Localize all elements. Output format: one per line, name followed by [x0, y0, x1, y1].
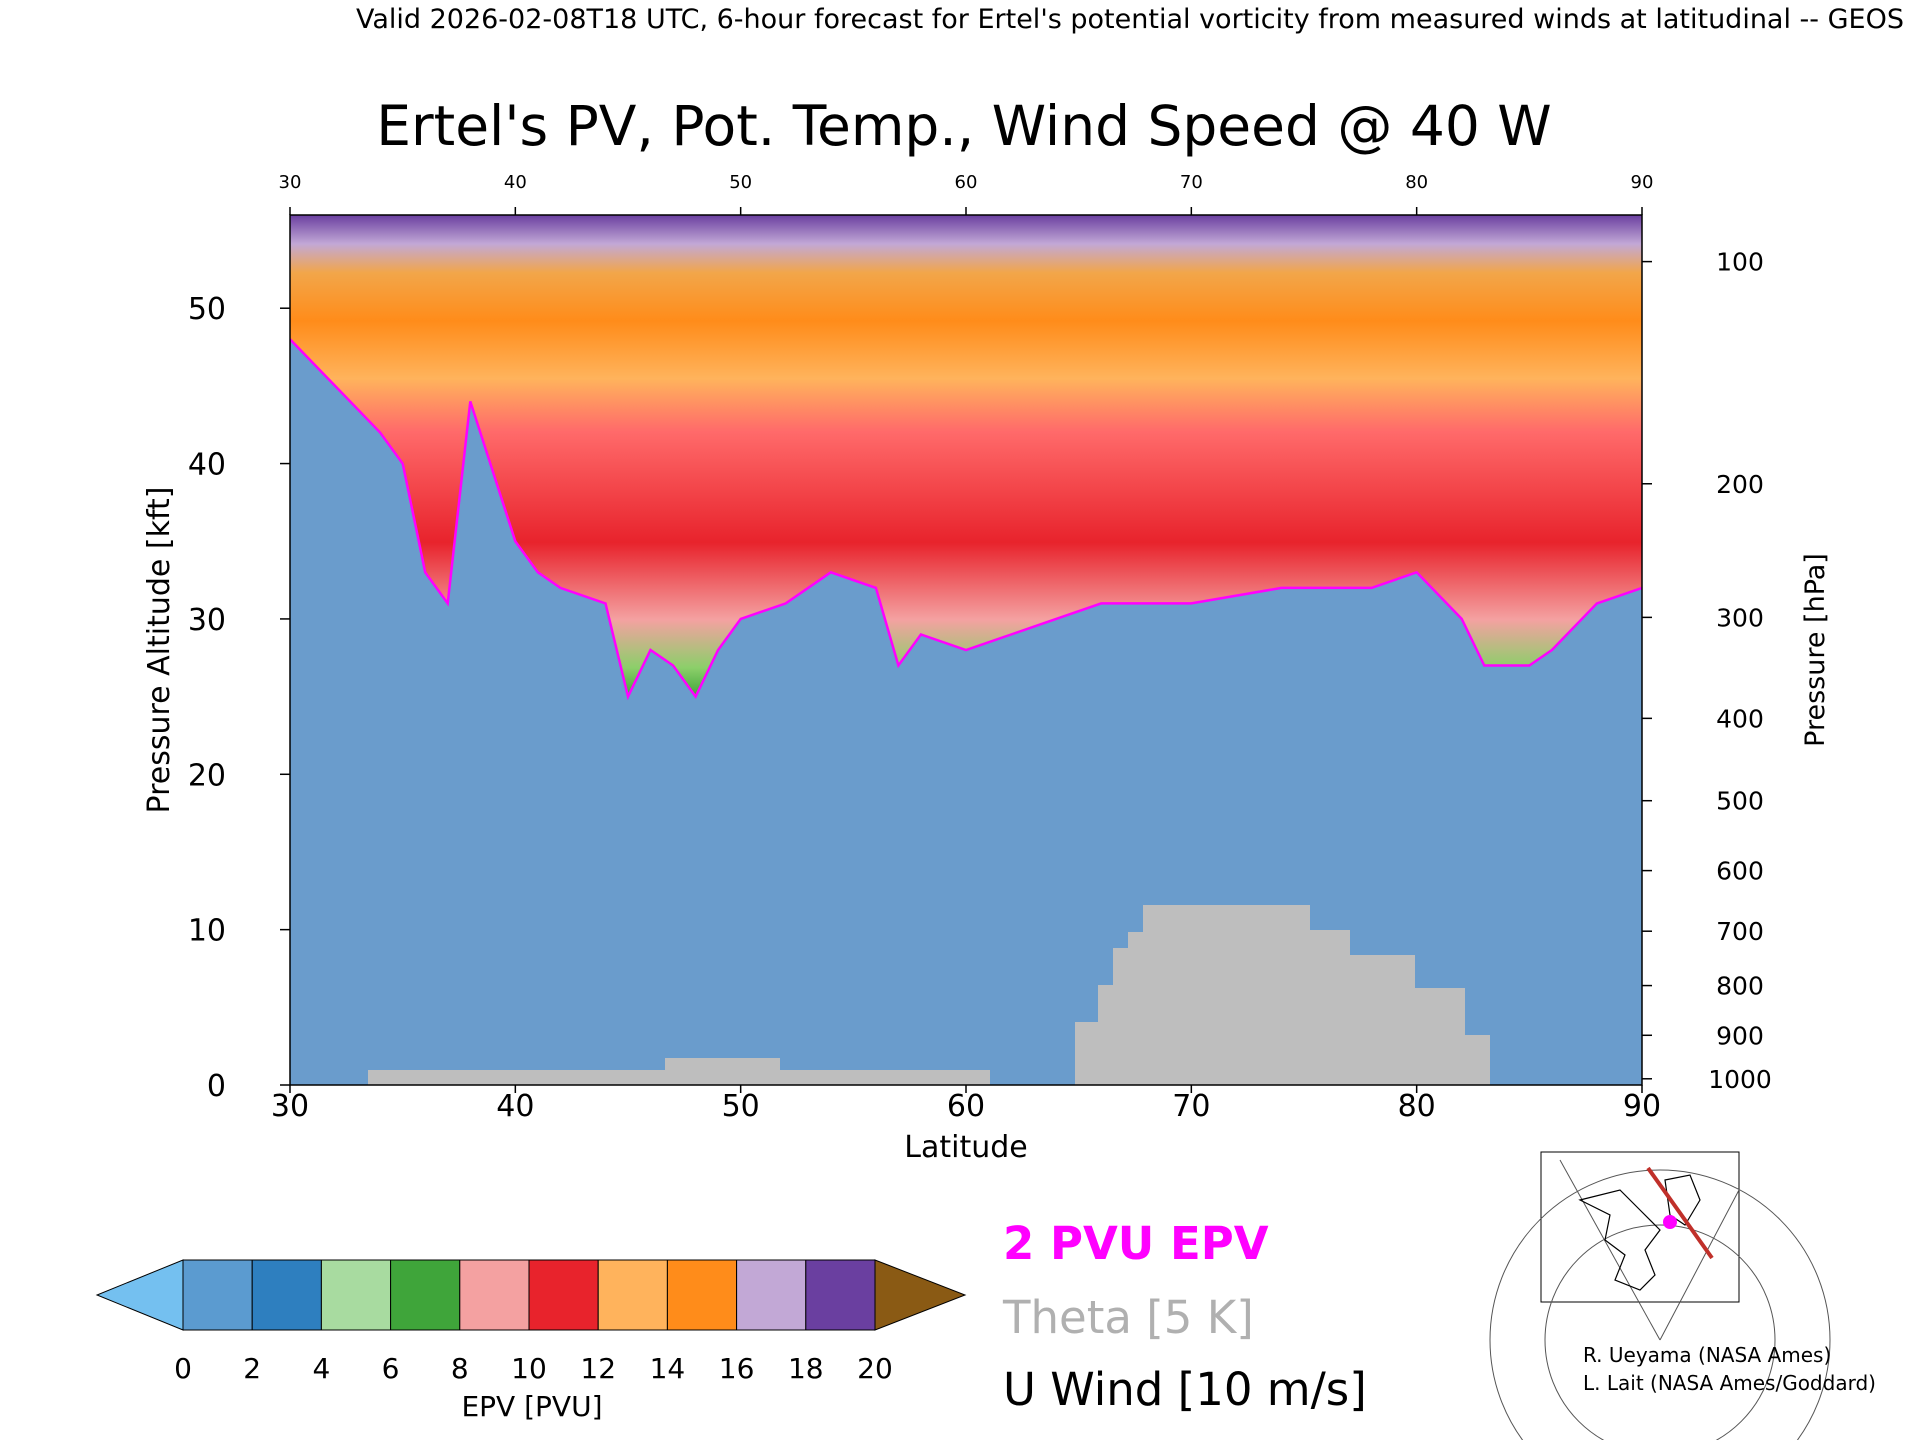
colorbar-over-arrow [874, 1259, 967, 1331]
pressure-axis-ticks: 100 200 300 400 500 600 700 800 900 1000 [1642, 248, 1772, 1094]
colorbar-tick-label: 8 [451, 1352, 469, 1385]
x-tick-label-top: 30 [279, 172, 302, 193]
colorbar-segment [528, 1259, 599, 1331]
locator-map [1489, 1151, 1831, 1440]
colorbar-tick-label: 6 [382, 1352, 400, 1385]
colorbar-segment [390, 1259, 461, 1331]
x-tick-label: 30 [271, 1089, 309, 1124]
map-coastline [1578, 1189, 1661, 1291]
legend-pv: 2 PVU EPV [1003, 1217, 1269, 1270]
terrain-low [368, 1058, 990, 1085]
pressure-tick-label: 700 [1716, 917, 1764, 946]
colorbar-segment [666, 1259, 738, 1331]
colorbar-segment [736, 1259, 807, 1331]
colorbar-tick-label: 18 [788, 1352, 824, 1385]
map-location-marker [1663, 1215, 1677, 1229]
colorbar-tick-label: 4 [312, 1352, 330, 1385]
legend-theta: Theta [5 K] [1002, 1291, 1254, 1344]
pressure-tick-label: 1000 [1708, 1065, 1772, 1094]
y-tick-label: 30 [188, 603, 226, 638]
x-tick-label-top: 80 [1405, 172, 1428, 193]
colorbar-segment [459, 1259, 530, 1331]
x-tick-label: 60 [947, 1089, 985, 1124]
section-line [1646, 1166, 1714, 1260]
map-coastline [1664, 1174, 1701, 1226]
y-tick-label: 40 [188, 448, 226, 483]
y-tick-label: 20 [188, 758, 226, 793]
chart-title: Ertel's PV, Pot. Temp., Wind Speed @ 40 … [376, 94, 1551, 158]
pressure-axis-label: Pressure [hPa] [1800, 553, 1831, 747]
pressure-tick-label: 900 [1716, 1021, 1764, 1050]
pressure-tick-label: 500 [1716, 787, 1764, 816]
colorbar-label: EPV [PVU] [461, 1390, 602, 1423]
y-axis-ticks: 0 10 20 30 40 50 [188, 292, 290, 1104]
colorbar: 0 2 4 6 8 10 12 14 16 18 20 [95, 1259, 967, 1385]
legend: 2 PVU EPV Theta [5 K] U Wind [10 m/s] [1002, 1217, 1367, 1416]
x-tick-label-top: 70 [1180, 172, 1203, 193]
map-latitude-circle [1544, 1224, 1776, 1440]
x-tick-label: 90 [1623, 1089, 1661, 1124]
colorbar-tick-label: 12 [580, 1352, 616, 1385]
x-tick-label: 70 [1172, 1089, 1210, 1124]
colorbar-under-arrow [95, 1259, 184, 1331]
x-tick-label-top: 40 [504, 172, 527, 193]
legend-wind: U Wind [10 m/s] [1003, 1363, 1367, 1416]
y-tick-label: 0 [207, 1069, 226, 1104]
colorbar-segment [251, 1259, 322, 1331]
colorbar-segment [597, 1259, 668, 1331]
map-meridian [1659, 1189, 1740, 1341]
colorbar-segment [805, 1259, 876, 1331]
credit-1: R. Ueyama (NASA Ames) [1583, 1343, 1831, 1367]
colorbar-tick-label: 0 [174, 1352, 192, 1385]
colorbar-tick-label: 2 [243, 1352, 261, 1385]
two-pvu-contour [290, 338, 1642, 701]
plot-area [290, 215, 1642, 1085]
colorbar-tick-label: 20 [857, 1352, 893, 1385]
y-axis-label: Pressure Altitude [kft] [142, 487, 177, 814]
x-tick-label-top: 60 [955, 172, 978, 193]
valid-line: Valid 2026-02-08T18 UTC, 6-hour forecast… [356, 4, 1904, 35]
pressure-tick-label: 400 [1716, 704, 1764, 733]
pressure-tick-label: 600 [1716, 857, 1764, 886]
x-tick-label: 80 [1398, 1089, 1436, 1124]
colorbar-tick-label: 16 [719, 1352, 755, 1385]
credit-2: L. Lait (NASA Ames/Goddard) [1583, 1371, 1876, 1395]
pressure-tick-label: 100 [1716, 248, 1764, 277]
x-axis-label: Latitude [904, 1130, 1027, 1165]
y-tick-label: 10 [188, 914, 226, 949]
map-latitude-circle [1489, 1169, 1831, 1440]
pressure-tick-label: 800 [1716, 972, 1764, 1001]
stratosphere-fill [290, 215, 1642, 697]
colorbar-segment [182, 1259, 253, 1331]
x-tick-label-top: 90 [1631, 172, 1654, 193]
pressure-tick-label: 200 [1716, 470, 1764, 499]
colorbar-tick-label: 10 [511, 1352, 547, 1385]
colorbar-tick-label: 14 [650, 1352, 686, 1385]
x-tick-label: 40 [496, 1089, 534, 1124]
pressure-tick-label: 300 [1716, 603, 1764, 632]
map-meridian [1559, 1159, 1661, 1341]
x-axis-ticks: 30 30 40 40 50 50 60 60 70 70 80 80 90 90 [271, 172, 1661, 1124]
x-tick-label: 50 [722, 1089, 760, 1124]
terrain-greenland [1075, 905, 1490, 1085]
y-tick-label: 50 [188, 292, 226, 327]
x-tick-label-top: 50 [729, 172, 752, 193]
colorbar-segment [320, 1259, 392, 1331]
